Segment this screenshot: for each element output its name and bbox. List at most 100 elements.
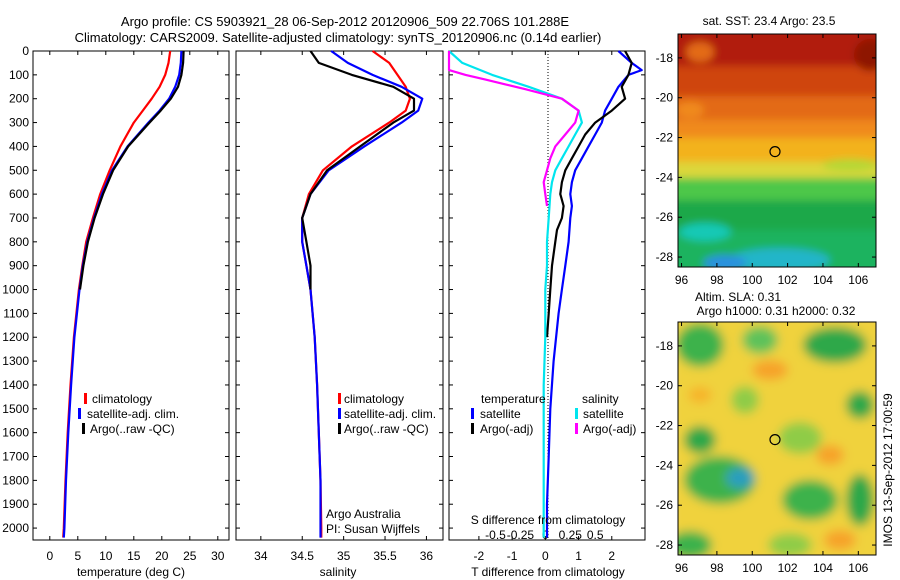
s-diff-label: S difference from climatology [471,513,626,527]
x-tick-label: 25 [183,549,197,563]
s-diff-tick-label: -0.25 [507,528,535,542]
depth-tick-label: 600 [9,187,29,201]
temperature-panel: 0100200300400500600700800900100011001200… [2,44,230,579]
sla-map-subtitle: Argo h1000: 0.31 h2000: 0.32 [697,304,856,318]
x-tick-label: -2 [474,549,485,563]
lon-tick-label: 104 [813,273,833,287]
series-line-temperature-argo-adj [545,50,633,338]
lat-tick-label: -22 [656,131,674,145]
legend-title-temperature: temperature [481,392,546,406]
x-tick-label: 2 [608,549,615,563]
x-tick-label: 30 [211,549,225,563]
series-line-salinity-argo-adj [447,51,580,207]
depth-tick-label: 1900 [2,497,29,511]
s-diff-tick-label: -0.5 [485,528,506,542]
legend-title-salinity: salinity [582,392,619,406]
depth-tick-label: 1800 [2,473,29,487]
x-tick-label: 1 [575,549,582,563]
x-tick-label: 10 [99,549,113,563]
salinity-legend: climatology satellite-adj. clim. Argo(..… [338,392,436,436]
difference-axes-frame [448,50,646,541]
depth-tick-label: 0 [22,44,29,58]
legend-swatch-climatology [84,393,87,404]
depth-tick-label: 1700 [2,450,29,464]
depth-tick-label: 1000 [2,283,29,297]
header-line1: Argo profile: CS 5903921_28 06-Sep-2012 … [121,14,569,29]
lat-tick-label: -24 [656,170,674,184]
series-line-climatology [301,50,411,538]
x-tick-label: 35 [337,549,351,563]
lat-tick-label: -22 [656,419,674,433]
salinity-axes-frame [235,50,444,541]
lat-tick-label: -18 [656,51,674,65]
sst-map: sat. SST: 23.4 Argo: 23.5 [656,14,877,287]
temperature-legend: climatology satellite-adj. clim. Argo(..… [78,392,179,436]
legend-swatch-t-argo [471,423,474,434]
sla-lon-axis: 96 98 100 102 104 106 [675,322,869,575]
temperature-depth-axis: 0 100 200 300 400 500 600 700 800 900 1000 1100 1200… [2,44,229,535]
sla-lat-axis: -18 -20 -22 -24 -26 -28 [656,339,876,552]
legend-swatch-argo [82,423,85,434]
depth-tick-label: 800 [9,235,29,249]
depth-tick-label: 100 [9,68,29,82]
series-line-argo-raw-qc [301,50,416,290]
x-tick-label: 15 [127,549,141,563]
t-diff-label: T difference from climatology [471,565,625,579]
salinity-xlabel: salinity [320,565,357,579]
depth-tick-label: 1500 [2,402,29,416]
series-line-argo-raw-qc [78,50,185,290]
sst-map-frame [677,33,877,268]
header-line2: Climatology: CARS2009. Satellite-adjuste… [75,30,602,45]
sla-map-title: Altim. SLA: 0.31 [695,290,781,304]
depth-tick-label: 700 [9,211,29,225]
lon-tick-label: 106 [848,273,868,287]
x-tick-label: 0 [542,549,549,563]
temperature-x-axis: 0 5 10 15 20 25 30 [46,51,225,563]
lon-tick-label: 102 [778,561,798,575]
salinity-depth-ticks [236,50,443,529]
legend-swatch-t-satellite [471,408,474,419]
lat-tick-label: -24 [656,458,674,472]
legend-label-climatology: climatology [92,392,152,406]
sst-lat-axis: -18 -20 -22 -24 -26 -28 [656,51,876,264]
legend-swatch-argo [338,423,341,434]
credit-line1: Argo Australia [326,507,401,521]
depth-tick-label: 400 [9,139,29,153]
salinity-x-axis: 34 34.5 35 35.5 36 [254,51,433,563]
series-line-temperature-satellite [545,50,643,538]
sst-lon-axis: 96 98 100 102 104 106 [675,34,869,287]
difference-panel: -2 -1 0 1 2 -0.5 -0.25 0 0.25 0.5 S difference f… [447,50,646,579]
lon-tick-label: 98 [710,273,724,287]
lat-tick-label: -20 [656,91,674,105]
sla-field [678,322,876,555]
lon-tick-label: 100 [742,273,762,287]
argo-position-marker [769,146,781,158]
legend-swatch-satellite [78,408,81,419]
lat-tick-label: -28 [656,250,674,264]
depth-tick-label: 1600 [2,426,29,440]
x-tick-label: 36 [420,549,434,563]
credit-line2: PI: Susan Wijffels [326,522,420,536]
legend-swatch-s-argo [575,423,578,434]
lon-tick-label: 106 [848,561,868,575]
imos-timestamp: IMOS 13-Sep-2012 17:00:59 [881,393,895,547]
x-tick-label: 35.5 [373,549,397,563]
temperature-series [62,50,185,538]
temperature-xlabel: temperature (deg C) [77,565,185,579]
lat-tick-label: -18 [656,339,674,353]
depth-tick-label: 500 [9,163,29,177]
legend-label-argo: Argo(..raw -QC) [344,422,429,436]
lat-tick-label: -26 [656,210,674,224]
legend-label-s-satellite: satellite [583,407,624,421]
x-tick-label: 0 [46,549,53,563]
depth-tick-label: 1300 [2,354,29,368]
difference-series [447,50,643,538]
argo-position-marker [769,434,781,446]
x-tick-label: -1 [507,549,518,563]
lon-tick-label: 100 [742,561,762,575]
sst-field [678,34,876,267]
lon-tick-label: 98 [710,561,724,575]
s-diff-tick-label: 0.5 [587,528,604,542]
sla-map-frame [677,321,877,556]
